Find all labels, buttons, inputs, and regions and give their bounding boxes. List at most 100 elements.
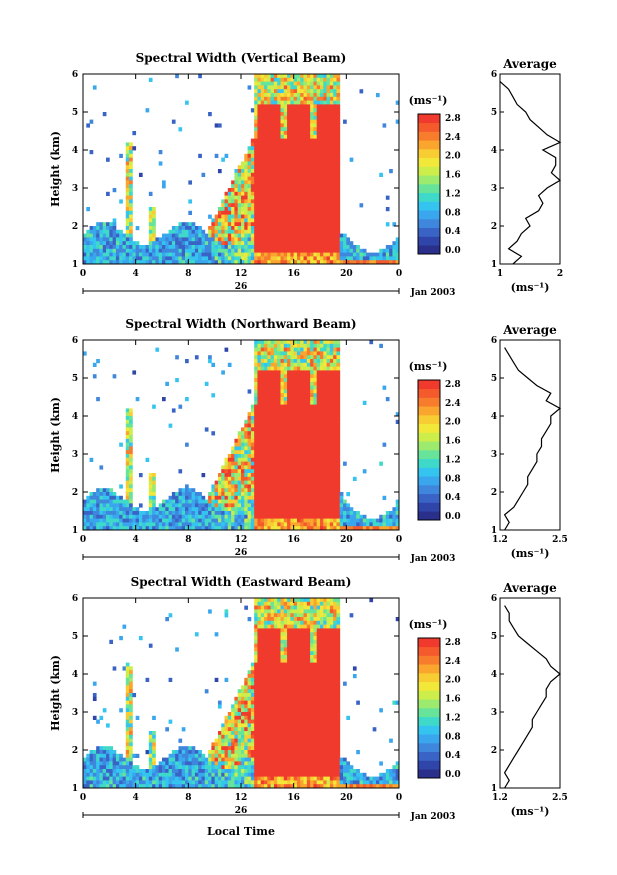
heatmap-cell (267, 526, 272, 531)
heatmap-cell (290, 131, 295, 136)
heatmap-cell (359, 526, 364, 531)
heatmap-cell (244, 188, 248, 193)
heatmap-cell (270, 351, 275, 356)
heatmap-cell (277, 473, 281, 478)
heatmap-cell (267, 157, 272, 162)
heatmap-cell (145, 677, 150, 682)
colorbar-swatch (418, 502, 440, 512)
heatmap-cell (316, 359, 321, 364)
heatmap-cell (260, 457, 265, 462)
heatmap-cell (254, 203, 258, 208)
heatmap-cell (326, 260, 331, 265)
heatmap-cell (257, 210, 262, 215)
heatmap-cell (237, 446, 242, 451)
heatmap-cell (217, 518, 222, 523)
heatmap-cell (287, 366, 291, 371)
heatmap-cell (241, 172, 245, 177)
heatmap-cell (300, 442, 304, 447)
heatmap-cell (280, 89, 285, 94)
heatmap-cell (89, 753, 94, 758)
heatmap-cell (254, 484, 258, 489)
heatmap-cell (112, 226, 117, 231)
heatmap-cell (273, 514, 278, 519)
heatmap-cell (241, 207, 245, 212)
heatmap-cell (158, 260, 163, 265)
heatmap-cell (310, 450, 314, 455)
heatmap-cell (264, 488, 268, 493)
heatmap-cell (89, 233, 94, 238)
heatmap-cell (316, 233, 321, 238)
heatmap-cell (162, 397, 166, 402)
colorbar-swatch (418, 140, 440, 150)
colorbar-swatch (418, 157, 440, 167)
heatmap-cell (115, 233, 120, 238)
heatmap-cell (254, 507, 258, 512)
heatmap-cell (277, 511, 281, 516)
heatmap-cell (165, 248, 169, 253)
heatmap-cell (336, 389, 341, 394)
heatmap-cell (287, 488, 291, 493)
heatmap-cell (224, 260, 229, 265)
heatmap-cell (254, 442, 258, 447)
heatmap-cell (270, 340, 275, 345)
heatmap-cell (250, 241, 255, 246)
heatmap-cell (260, 454, 265, 459)
heatmap-cell (241, 438, 245, 443)
heatmap-cell (241, 503, 245, 508)
heatmap-cell (129, 689, 133, 694)
heatmap-cell (277, 184, 281, 189)
heatmap-cell (234, 438, 239, 443)
heatmap-cell (191, 761, 196, 766)
heatmap-cell (273, 222, 278, 227)
heatmap-cell (234, 454, 239, 459)
heatmap-cell (260, 77, 265, 82)
heatmap-cell (320, 419, 324, 424)
heatmap-cell (303, 142, 308, 147)
heatmap-cell (306, 385, 311, 390)
heatmap-cell (231, 260, 235, 265)
heatmap-cell (92, 780, 97, 785)
heatmap-cell (300, 172, 304, 177)
heatmap-cell (310, 176, 314, 181)
heatmap-cell (125, 184, 130, 189)
heatmap-cell (254, 499, 258, 504)
heatmap-cell (313, 438, 318, 443)
heatmap-cell (96, 750, 100, 755)
heatmap-cell (211, 772, 216, 777)
heatmap-cell (273, 104, 278, 109)
heatmap-cell (310, 233, 314, 238)
heatmap-cell (280, 492, 285, 497)
colorbar-swatch (418, 166, 440, 176)
heatmap-cell (323, 469, 327, 474)
heatmap-cell (165, 772, 169, 777)
heatmap-cell (300, 226, 304, 231)
heatmap-cell (310, 378, 314, 383)
heatmap-cell (296, 469, 301, 474)
heatmap-cell (320, 89, 324, 94)
heatmap-cell (129, 469, 133, 474)
heatmap-cell (250, 526, 255, 531)
heatmap-cell (125, 696, 130, 701)
heatmap-cell (162, 518, 166, 523)
heatmap-cell (257, 77, 262, 82)
heatmap-cell (129, 207, 133, 212)
heatmap-cell (198, 233, 202, 238)
heatmap-cell (336, 108, 341, 113)
heatmap-cell (214, 256, 219, 261)
heatmap-cell (191, 252, 196, 257)
heatmap-cell (162, 248, 166, 253)
heatmap-cell (320, 484, 324, 489)
heatmap-cell (125, 199, 130, 204)
heatmap-cell (287, 199, 291, 204)
heatmap-cell (234, 203, 239, 208)
heatmap-cell (336, 93, 341, 98)
heatmap-cell (208, 753, 212, 758)
heatmap-cell (287, 104, 291, 109)
heatmap-cell (329, 256, 334, 261)
heatmap-cell (320, 435, 324, 440)
heatmap-cell (316, 131, 321, 136)
heatmap-cell (119, 776, 123, 781)
heatmap-cell (273, 442, 278, 447)
heatmap-cell (171, 248, 176, 253)
heatmap-cell (106, 226, 110, 231)
